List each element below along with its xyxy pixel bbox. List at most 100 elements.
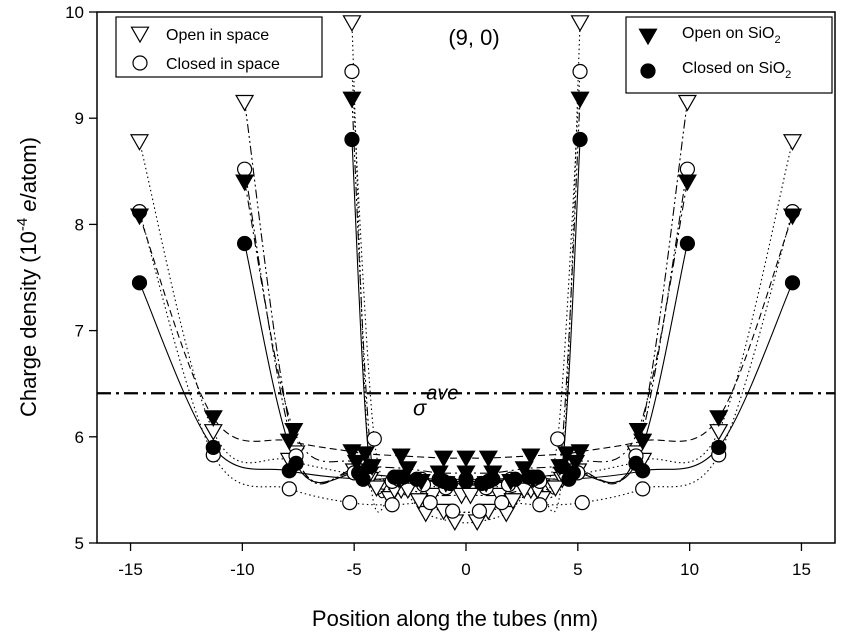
y-tick-label: 9 <box>75 109 84 128</box>
data-point <box>456 450 476 468</box>
reference-line-group: σave <box>97 382 835 420</box>
data-point <box>342 15 362 32</box>
data-point <box>566 454 586 472</box>
x-tick-label: 15 <box>792 560 811 579</box>
series-line-2-0 <box>138 215 794 459</box>
data-point <box>444 503 461 519</box>
data-point <box>386 469 403 485</box>
data-point <box>344 131 360 148</box>
data-point <box>458 473 474 490</box>
data-point <box>367 480 387 498</box>
y-axis-title: Charge density (10-4 e/atom) <box>14 137 41 417</box>
data-point <box>570 444 590 461</box>
series-line-3-1 <box>244 243 688 484</box>
data-point <box>391 448 411 466</box>
data-point <box>709 410 729 427</box>
legend-label: Open in space <box>166 27 269 44</box>
reference-line-label: σave <box>413 382 459 420</box>
legend-right: Open on SiO2 Closed on SiO2 <box>625 16 833 94</box>
data-point <box>677 174 697 192</box>
markers <box>129 15 803 532</box>
data-point <box>572 131 588 148</box>
data-point <box>554 458 570 475</box>
data-point <box>342 91 362 109</box>
x-tick-label: 0 <box>461 560 470 579</box>
data-point <box>203 410 223 427</box>
data-point <box>570 15 590 32</box>
data-point <box>532 497 548 513</box>
data-point <box>635 481 651 497</box>
data-point <box>355 446 375 464</box>
legend-label: Closed in space <box>166 56 280 73</box>
x-tick-label: 10 <box>680 560 699 579</box>
data-point <box>574 495 590 511</box>
data-point <box>237 235 253 252</box>
data-point <box>514 461 534 478</box>
data-point <box>131 275 148 291</box>
legend-marker <box>130 26 150 44</box>
x-axis-title: Position along the tubes (nm) <box>312 606 598 631</box>
data-point <box>679 235 696 252</box>
series-line-1-2 <box>351 71 581 489</box>
data-point <box>366 431 382 447</box>
data-point <box>572 63 588 80</box>
data-point <box>129 208 150 226</box>
x-tick-label: -5 <box>347 560 362 579</box>
data-point <box>351 465 367 481</box>
data-point <box>784 275 801 291</box>
legend-marker <box>640 63 656 79</box>
data-point <box>460 487 481 505</box>
data-point <box>409 471 425 487</box>
data-point <box>205 439 221 456</box>
series-line-0-1 <box>244 102 688 497</box>
series-line-0-2 <box>351 22 581 513</box>
y-tick-label: 7 <box>75 322 84 341</box>
data-point <box>237 161 253 177</box>
data-point <box>677 94 697 112</box>
series-line-3-0 <box>138 282 794 481</box>
data-point <box>471 503 488 519</box>
data-point <box>342 444 362 461</box>
data-point <box>346 454 366 472</box>
legend-marker <box>638 28 658 46</box>
data-point <box>478 450 498 468</box>
series-line-2-2 <box>351 99 581 499</box>
data-point <box>507 471 523 487</box>
data-point <box>284 423 304 440</box>
legend-marker <box>132 55 148 71</box>
y-tick-label: 10 <box>65 3 84 22</box>
axes: -15 -10 -5 0 5 10 15 5 6 7 8 9 10 <box>65 3 811 579</box>
data-point <box>782 134 803 151</box>
legend-left-box <box>115 16 323 78</box>
data-point <box>281 481 297 497</box>
data-point <box>434 450 454 468</box>
data-point <box>342 495 358 511</box>
y-tick-label: 8 <box>75 215 84 234</box>
data-point <box>344 63 360 80</box>
data-point <box>557 446 577 464</box>
data-point <box>442 475 458 492</box>
data-point <box>628 455 644 471</box>
data-point <box>398 461 418 478</box>
data-point <box>362 458 378 475</box>
legend-label: Closed on SiO2 <box>682 60 791 81</box>
legend-left: Open in space Closed in space <box>115 16 323 78</box>
data-point <box>679 161 696 177</box>
data-point <box>782 208 803 226</box>
x-tick-label: -15 <box>118 560 143 579</box>
data-point <box>628 423 648 440</box>
data-point <box>570 91 590 109</box>
data-point <box>550 431 566 447</box>
data-point <box>521 448 541 466</box>
data-point <box>529 469 546 485</box>
chart-annotation-title: (9, 0) <box>448 25 499 50</box>
data-point <box>474 475 490 492</box>
x-tick-label: 5 <box>573 560 582 579</box>
x-tick-label: -10 <box>230 560 255 579</box>
series-line-3-2 <box>351 139 581 495</box>
series-line-2-1 <box>244 181 688 474</box>
data-point <box>565 465 581 481</box>
data-point <box>494 495 510 511</box>
legends: Open in space Closed in space Open on SiO2… <box>115 16 833 94</box>
